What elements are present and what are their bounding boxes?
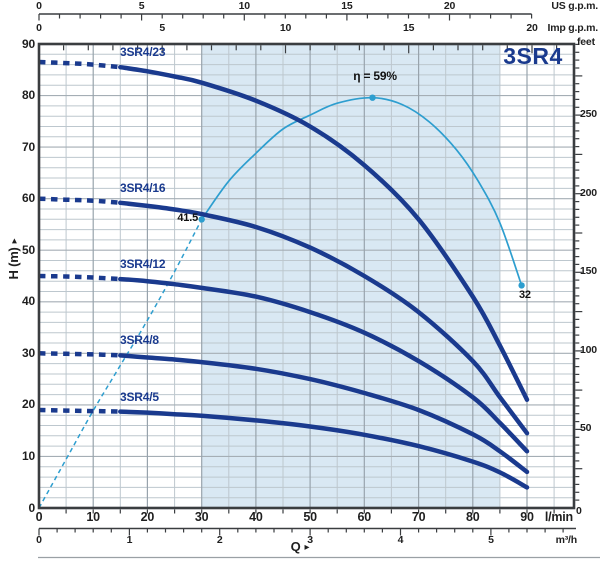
pump-curve-dashed [38, 407, 121, 414]
imp-gpm-tick-label: 5 [159, 22, 165, 34]
imp-gpm-tick-label: 10 [279, 22, 292, 34]
imp-gpm-axis [38, 45, 558, 54]
lmin-axis-ticks [65, 509, 555, 514]
m3h-tick-label: 5 [488, 534, 494, 546]
pump-curve-dashed [38, 273, 121, 282]
us-gpm-axis-unit: US g.p.m. [551, 0, 598, 12]
lmin-tick-label: 30 [194, 510, 209, 524]
lmin-tick-label: 40 [249, 510, 263, 524]
m3h-tick-label: 2 [216, 534, 223, 546]
grid-major [39, 44, 574, 508]
us-gpm-axis [38, 13, 533, 21]
pump-curve-dashed [38, 59, 121, 70]
lmin-tick-label: 10 [86, 510, 100, 524]
efficiency-peak-dot [369, 94, 376, 101]
imp-gpm-tick-label: 0 [36, 22, 42, 34]
m3h-tick-label: 4 [397, 534, 404, 546]
pump-curve [118, 409, 530, 490]
m3h-axis-unit: m³/h [555, 534, 578, 546]
chart-title: 3SR4 [503, 43, 563, 69]
feet-tick-label: 200 [580, 186, 597, 199]
pump-curve [118, 353, 530, 475]
pump-curve-dashed [38, 196, 121, 206]
m3h-axis [38, 527, 576, 536]
m3h-tick-label: 0 [36, 534, 42, 546]
feet-axis [575, 43, 583, 501]
m3h-tick-label: 1 [126, 534, 133, 546]
y-axis-arrow-icon: ▸ [9, 238, 20, 244]
feet-tick-label: 50 [580, 422, 592, 435]
curve-label: 3SR4/12 [120, 257, 166, 272]
curve-label: 3SR4/5 [120, 389, 159, 404]
pump-curve [118, 276, 530, 454]
h-m-tick-label: 50 [22, 242, 35, 257]
curve-label: 3SR4/8 [120, 333, 159, 348]
curve-label: 3SR4/16 [120, 180, 166, 195]
h-m-tick-label: 20 [22, 397, 35, 412]
imp-gpm-tick-label: 15 [403, 22, 415, 34]
feet-axis-zero-label: 0 [576, 505, 582, 517]
us-gpm-tick-label: 10 [238, 0, 250, 12]
efficiency-peak-label: η = 59% [353, 69, 397, 83]
lmin-tick-label: 60 [357, 510, 372, 524]
plot-border [37, 42, 576, 510]
feet-tick-label: 250 [580, 108, 597, 121]
x-axis-title-text: Q [290, 539, 301, 554]
h-m-tick-label: 0 [28, 500, 36, 515]
lmin-axis-unit: l/min [544, 510, 573, 524]
lmin-tick-label: 70 [411, 510, 426, 524]
us-gpm-tick-label: 20 [443, 0, 456, 12]
pump-curve [118, 200, 530, 436]
imp-gpm-axis-unit: Imp g.p.m. [547, 22, 598, 34]
us-gpm-tick-label: 15 [341, 0, 353, 12]
efficiency-curve-dashed [38, 219, 203, 509]
y-axis-title: H (m)▸ [6, 219, 21, 299]
curve-label: 3SR4/23 [120, 45, 166, 60]
grid-minor [39, 44, 574, 508]
h-m-tick-label: 70 [22, 139, 35, 154]
lmin-tick-label: 90 [520, 510, 534, 524]
x-axis-arrow-icon: ▸ [304, 542, 310, 553]
lmin-tick-label: 80 [466, 510, 480, 524]
lmin-tick-label: 20 [140, 510, 155, 524]
m3h-tick-label: 3 [307, 534, 313, 546]
us-gpm-tick-label: 0 [36, 0, 42, 12]
h-m-tick-label: 60 [22, 191, 35, 206]
efficiency-duty-start-dot [198, 216, 205, 223]
feet-tick-label: 100 [580, 343, 597, 356]
feet-tick-label: 150 [580, 265, 597, 278]
h-m-tick-label: 80 [22, 88, 35, 103]
pump-curve-dashed [38, 351, 121, 358]
efficiency-end-dot [518, 282, 525, 289]
pump-curve [118, 64, 530, 402]
duty-range-band [201, 44, 500, 508]
imp-gpm-tick-label: 20 [526, 22, 538, 34]
lmin-tick-label: 0 [35, 510, 43, 524]
h-m-tick-label: 10 [22, 448, 35, 463]
x-axis-title: Q ▸ [265, 540, 335, 554]
efficiency-value-at-end: 32 [519, 289, 531, 301]
h-m-tick-label: 90 [22, 36, 35, 51]
h-m-tick-label: 40 [22, 294, 35, 309]
lmin-tick-label: 50 [303, 510, 317, 524]
feet-axis-unit: feet [577, 36, 595, 48]
us-gpm-tick-label: 5 [138, 0, 145, 12]
efficiency-value-at-duty-start: 41.5 [177, 212, 198, 224]
h-m-tick-label: 30 [22, 345, 35, 360]
